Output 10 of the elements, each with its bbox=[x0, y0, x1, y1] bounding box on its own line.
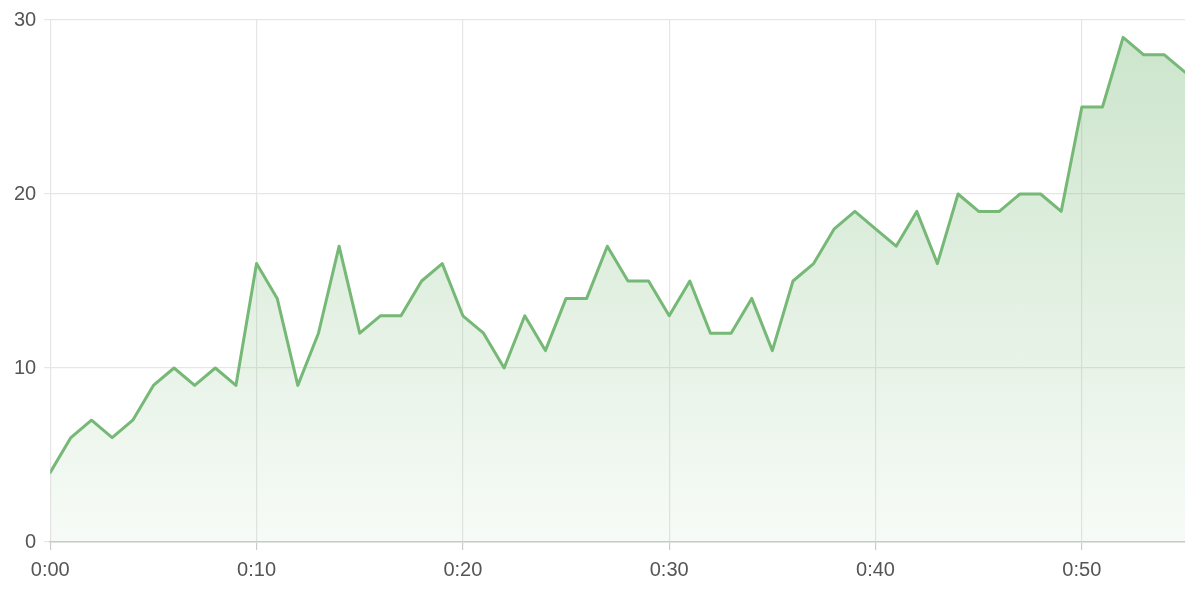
x-tick-label: 0:50 bbox=[1062, 557, 1102, 580]
x-tick-label: 0:00 bbox=[30, 557, 70, 580]
y-tick-label: 30 bbox=[14, 7, 37, 30]
x-tick-label: 0:30 bbox=[649, 557, 689, 580]
x-tick-label: 0:20 bbox=[443, 557, 483, 580]
x-tick-label: 0:10 bbox=[237, 557, 277, 580]
y-tick-label: 0 bbox=[25, 529, 37, 552]
y-tick-label: 20 bbox=[14, 181, 37, 204]
x-tick-label: 0:40 bbox=[856, 557, 895, 580]
y-tick-label: 10 bbox=[14, 355, 37, 378]
